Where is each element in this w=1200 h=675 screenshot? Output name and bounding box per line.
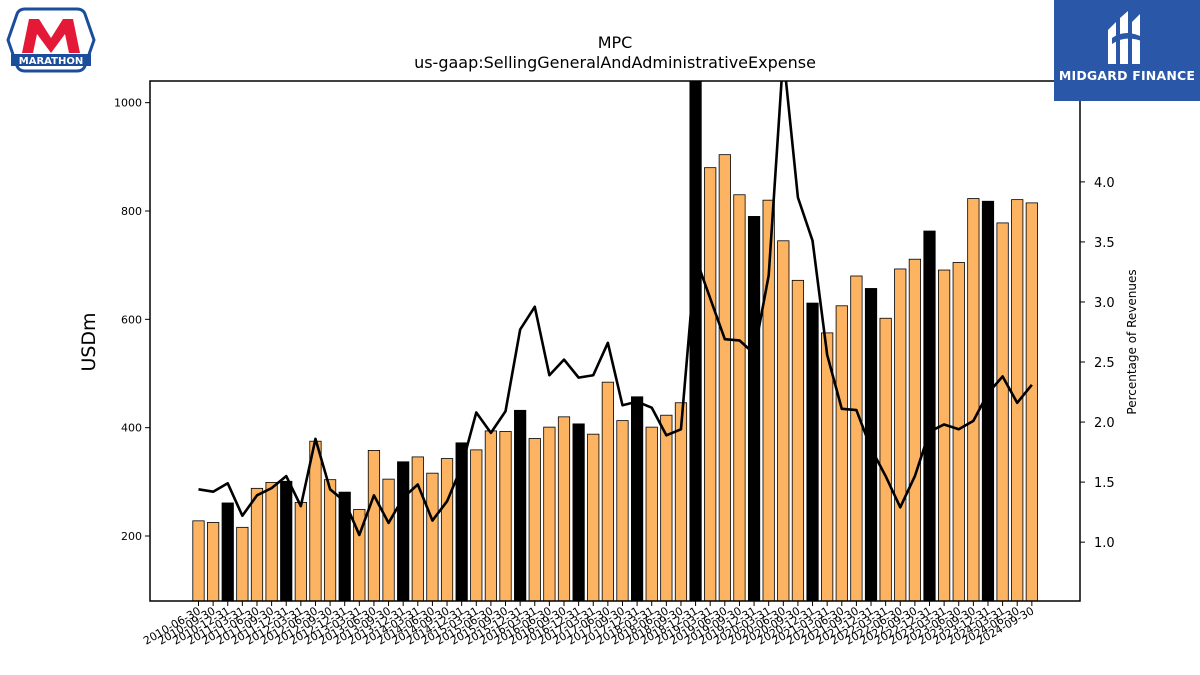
bar-2012-06-30 bbox=[309, 440, 322, 602]
bar-2023-09-30 bbox=[967, 198, 980, 602]
y2-tick-label: 3.0 bbox=[1094, 296, 1115, 311]
chart-subtitle: us-gaap:SellingGeneralAndAdministrativeE… bbox=[414, 53, 816, 72]
bar-2013-06-30 bbox=[367, 450, 381, 602]
bar-2023-06-30 bbox=[952, 262, 965, 602]
bar-2011-03-31 bbox=[236, 526, 249, 602]
y2-tick-label: 2.5 bbox=[1094, 356, 1115, 371]
marathon-logo: MARATHON bbox=[5, 6, 97, 76]
y2-tick-label: 3.5 bbox=[1094, 236, 1115, 251]
midgard-finance-logo: MIDGARD FINANCE bbox=[1054, 0, 1200, 101]
bar-2024-09-30 bbox=[1025, 202, 1038, 602]
bar-2014-09-30 bbox=[440, 458, 454, 602]
bar-2019-09-30 bbox=[733, 194, 746, 602]
bar-2017-06-30 bbox=[601, 381, 614, 602]
bar-2014-03-31 bbox=[411, 456, 424, 602]
bar-2013-09-30 bbox=[382, 478, 395, 602]
midgard-logo-text: MIDGARD FINANCE bbox=[1058, 68, 1196, 83]
ratio-line-layer bbox=[198, 81, 1033, 537]
bar-2021-12-31 bbox=[864, 288, 878, 602]
bar-2010-06-30 bbox=[192, 520, 205, 602]
y2-tick-label: 2.0 bbox=[1094, 416, 1115, 431]
bar-2017-03-31 bbox=[587, 433, 600, 602]
chart-title: MPC bbox=[598, 33, 633, 52]
bar-2010-09-30 bbox=[207, 522, 220, 602]
bar-2011-12-31 bbox=[280, 480, 293, 602]
bar-2012-03-31 bbox=[294, 502, 307, 602]
bar-2021-09-30 bbox=[850, 275, 863, 602]
marathon-logo-text: MARATHON bbox=[19, 56, 83, 67]
bar-2010-12-31 bbox=[221, 502, 234, 602]
bar-2018-09-30 bbox=[674, 402, 688, 602]
bar-2011-09-30 bbox=[265, 481, 278, 602]
bar-2016-06-30 bbox=[543, 426, 556, 602]
bar-2013-12-31 bbox=[397, 461, 410, 602]
bar-2018-03-31 bbox=[645, 426, 658, 602]
bar-2019-12-31 bbox=[747, 216, 761, 602]
bar-2017-09-30 bbox=[616, 420, 629, 602]
y2-tick-label: 1.5 bbox=[1094, 476, 1115, 491]
bar-2019-03-31 bbox=[704, 167, 717, 602]
y-tick-label: 400 bbox=[121, 422, 142, 435]
ratio-line bbox=[198, 81, 1033, 537]
bar-2024-03-31 bbox=[996, 222, 1009, 602]
bar-2015-03-31 bbox=[470, 449, 483, 602]
bar-2015-12-31 bbox=[514, 409, 527, 602]
bar-2015-06-30 bbox=[484, 430, 498, 602]
bar-2020-12-31 bbox=[806, 302, 819, 602]
bar-2016-09-30 bbox=[557, 416, 571, 602]
axes: 20040060080010001.01.52.02.53.03.54.0201… bbox=[114, 97, 1115, 648]
bar-2012-09-30 bbox=[323, 479, 337, 602]
bar-2011-06-30 bbox=[250, 487, 264, 602]
bar-2020-06-30 bbox=[777, 240, 790, 602]
y-tick-label: 600 bbox=[121, 313, 142, 326]
bar-2014-06-30 bbox=[426, 472, 439, 602]
plot-frame bbox=[149, 80, 1081, 602]
y2-tick-label: 4.0 bbox=[1094, 176, 1115, 191]
bar-2017-12-31 bbox=[631, 396, 644, 602]
bar-2022-03-31 bbox=[879, 317, 892, 602]
bar-2021-06-30 bbox=[835, 305, 848, 602]
bar-2019-06-30 bbox=[718, 154, 731, 602]
y2-tick-label: 1.0 bbox=[1094, 536, 1115, 551]
y-axis-label: USDm bbox=[78, 312, 100, 371]
y-tick-label: 1000 bbox=[114, 97, 142, 110]
bar-2018-06-30 bbox=[660, 414, 673, 602]
bar-2022-09-30 bbox=[908, 258, 921, 602]
bar-2023-03-31 bbox=[938, 269, 951, 602]
bar-2015-09-30 bbox=[499, 431, 512, 602]
bar-2018-12-31 bbox=[689, 80, 702, 602]
bar-2022-12-31 bbox=[923, 230, 936, 602]
midgard-emblem-icon bbox=[1108, 11, 1144, 64]
bar-series bbox=[192, 80, 1038, 602]
y-tick-label: 800 bbox=[121, 205, 142, 218]
bar-2016-12-31 bbox=[572, 423, 585, 602]
bar-2016-03-31 bbox=[528, 438, 541, 602]
bar-2022-06-30 bbox=[894, 268, 907, 602]
y2-axis-label: Percentage of Revenues bbox=[1125, 269, 1139, 414]
bar-2020-09-30 bbox=[791, 279, 805, 602]
y-tick-label: 200 bbox=[121, 530, 142, 543]
